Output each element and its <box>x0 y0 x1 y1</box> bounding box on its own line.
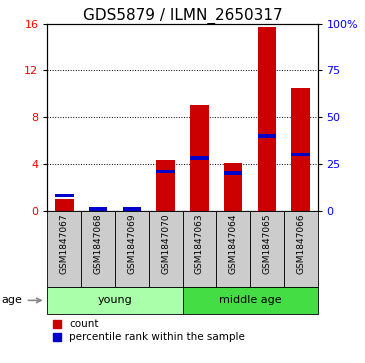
Text: GSM1847069: GSM1847069 <box>127 213 137 274</box>
Text: young: young <box>97 295 132 305</box>
Bar <box>47 211 81 287</box>
Text: GSM1847070: GSM1847070 <box>161 213 170 274</box>
Bar <box>284 211 318 287</box>
Bar <box>182 211 216 287</box>
Title: GDS5879 / ILMN_2650317: GDS5879 / ILMN_2650317 <box>83 7 282 24</box>
Bar <box>258 27 276 211</box>
Bar <box>258 134 276 138</box>
Bar <box>291 88 310 211</box>
Text: GSM1847066: GSM1847066 <box>296 213 305 274</box>
Bar <box>81 211 115 287</box>
Text: age: age <box>2 295 23 305</box>
Bar <box>291 153 310 156</box>
Text: GSM1847063: GSM1847063 <box>195 213 204 274</box>
Text: middle age: middle age <box>219 295 281 305</box>
Bar <box>156 170 175 173</box>
Legend: count, percentile rank within the sample: count, percentile rank within the sample <box>53 319 245 342</box>
Bar <box>47 287 182 314</box>
Text: GSM1847068: GSM1847068 <box>93 213 103 274</box>
Bar <box>182 287 318 314</box>
Bar <box>89 207 107 211</box>
Text: GSM1847065: GSM1847065 <box>262 213 272 274</box>
Text: GSM1847064: GSM1847064 <box>228 213 238 274</box>
Bar <box>224 163 242 211</box>
Bar <box>123 207 141 211</box>
Bar <box>115 211 149 287</box>
Bar <box>190 156 209 160</box>
Bar <box>149 211 182 287</box>
Bar <box>224 171 242 175</box>
Bar <box>250 211 284 287</box>
Bar <box>55 199 74 211</box>
Bar <box>216 211 250 287</box>
Bar <box>55 194 74 197</box>
Text: GSM1847067: GSM1847067 <box>60 213 69 274</box>
Bar <box>190 105 209 211</box>
Bar <box>156 160 175 211</box>
